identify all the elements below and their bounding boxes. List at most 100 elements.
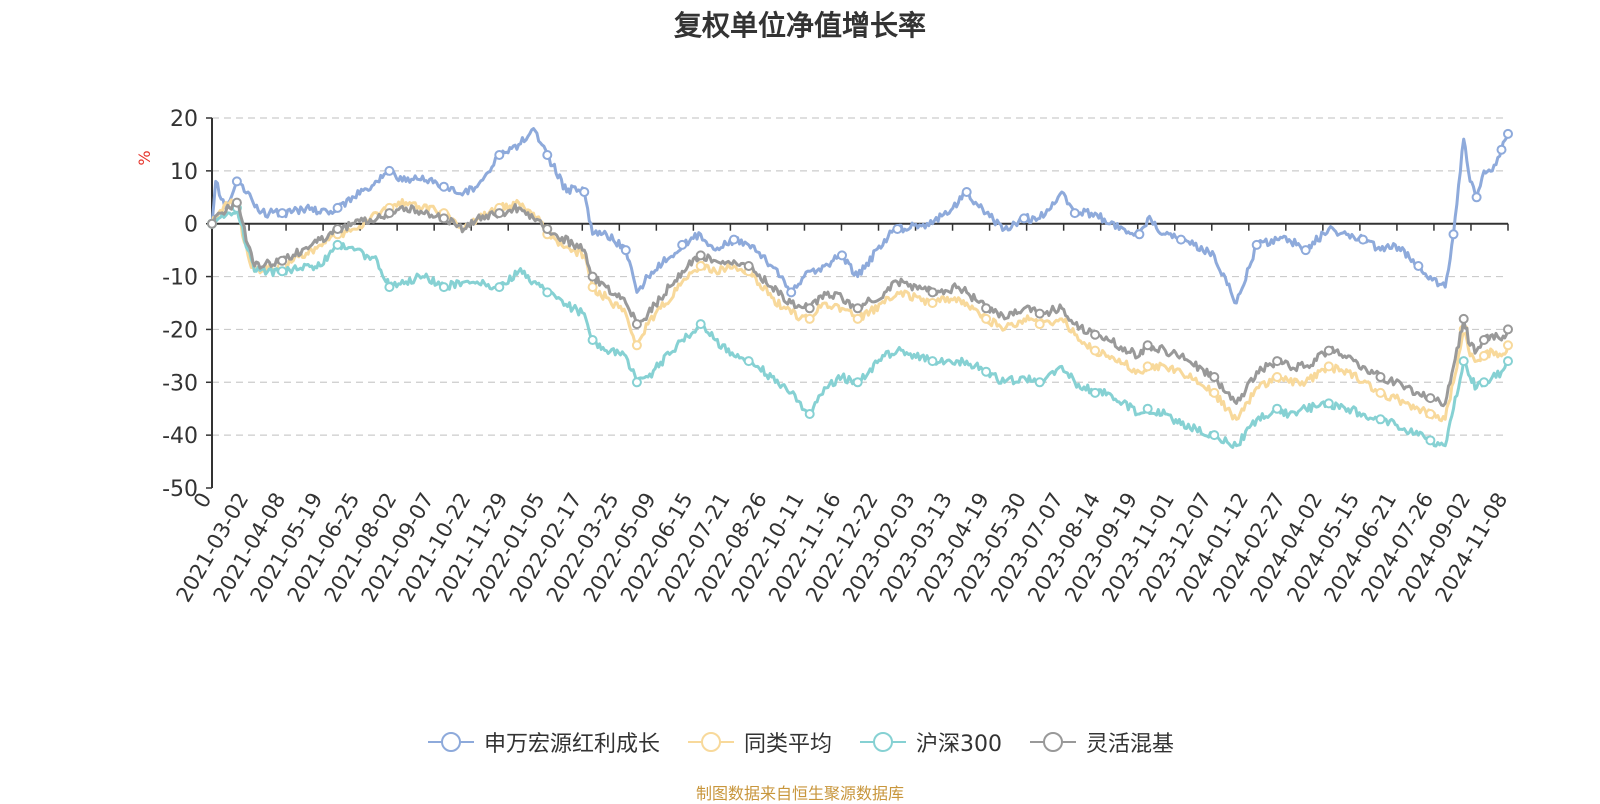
legend-item[interactable]: 灵活混基 [1028,726,1174,758]
series-point-3 [1272,356,1283,367]
grid-lines [212,117,1508,436]
y-tick-label: 0 [184,213,198,238]
series-point-2 [1034,377,1045,388]
series-point-2 [438,282,449,293]
series-point-2 [695,319,706,330]
series-point-2 [927,356,938,367]
series-point-0 [1471,192,1482,203]
series-point-0 [542,150,553,160]
series-point-3 [1425,393,1436,404]
series-point-1 [927,298,938,308]
legend-item[interactable]: 同类平均 [686,726,832,758]
series-point-1 [695,261,706,271]
series-point-3 [1458,313,1469,324]
series-point-0 [1251,239,1262,250]
series-point-2 [981,366,992,377]
y-tick-label: 20 [170,107,198,132]
series-point-3 [631,319,642,330]
series-point-2 [1142,403,1153,414]
series-point-1 [1425,409,1436,419]
series-point-2 [1479,377,1489,388]
series-point-2 [1272,403,1283,414]
series-point-2 [1375,414,1386,425]
series-point-3 [804,303,815,314]
y-tick-label: -20 [162,318,198,343]
series-point-3 [1142,340,1153,351]
series-point-2 [1425,435,1436,446]
legend-label: 沪深300 [916,732,1002,757]
series-point-3 [743,261,754,271]
series-point-2 [494,282,505,293]
series-point-3 [542,224,553,234]
series-point-3 [1503,324,1513,335]
series-point-0 [728,234,739,245]
series-point-0 [1503,128,1513,139]
y-tick-label: -50 [162,477,198,502]
series-point-1 [1142,361,1153,372]
series-point-0 [1413,261,1424,271]
series-point-0 [1134,229,1145,240]
series-point-3 [1479,335,1489,345]
series-point-0 [494,150,505,160]
legend-symbol-circle [873,732,893,752]
series-point-1 [1479,350,1489,361]
series-point-2 [1323,398,1334,409]
series-point-3 [852,303,863,314]
series-point-0 [277,208,288,219]
series-point-3 [1090,329,1101,340]
legend-item[interactable]: 沪深300 [858,726,1002,758]
legend-item[interactable]: 申万宏源红利成长 [426,726,660,758]
series-point-2 [743,356,754,367]
y-tick-label: 10 [170,160,198,185]
series-point-3 [927,287,938,298]
series-point-3 [231,197,242,208]
series-point-2 [1503,356,1513,367]
series-point-1 [1034,319,1045,330]
series-point-0 [1069,208,1080,219]
series-point-0 [1448,229,1459,240]
series-point-0 [620,245,631,256]
series-point-0 [1300,245,1311,256]
series-point-0 [677,239,688,250]
series-point-3 [1209,372,1220,382]
chart-plot: 20100-10-20-30-40-5002021-03-022021-04-0… [135,107,1513,606]
series-point-3 [207,218,217,229]
series-point-2 [1209,430,1220,441]
series-point-2 [277,266,288,277]
series-lines [207,127,1513,449]
chart-title: 复权单位净值增长率 [673,9,926,42]
series-point-0 [231,176,242,187]
series-point-3 [277,255,288,266]
legend-symbol-icon [1030,732,1076,752]
series-point-1 [852,313,863,324]
series-point-0 [1019,213,1029,224]
y-tick-label: -40 [162,424,198,449]
legend: 申万宏源红利成长 同类平均 沪深300 灵活混基 [0,726,1600,758]
series-point-1 [1272,372,1283,382]
series-point-1 [1209,387,1220,398]
legend-symbol-icon [687,732,734,752]
series-point-2 [1458,356,1469,367]
series-point-3 [1323,345,1334,356]
y-tick-label: -10 [162,266,198,291]
source-note: 制图数据来自恒生聚源数据库 [695,784,904,803]
series-point-0 [438,181,449,192]
y-axis-unit-label: % [135,150,154,165]
series-point-3 [384,208,395,219]
legend-label: 灵活混基 [1086,732,1175,757]
series-point-3 [438,213,449,224]
x-tick-label: 0 [189,489,216,513]
series-point-1 [981,313,992,324]
series-point-1 [1503,340,1513,351]
series-point-3 [494,208,505,219]
series-point-0 [892,224,903,234]
series-point-3 [332,224,343,234]
series-point-0 [961,187,972,197]
series-point-0 [384,165,395,176]
series-point-3 [1375,372,1386,382]
series-point-3 [695,250,706,261]
series-point-0 [332,202,343,213]
legend-symbol-circle [440,732,461,752]
y-tick-label: -30 [162,371,198,396]
series-point-0 [1496,144,1507,155]
